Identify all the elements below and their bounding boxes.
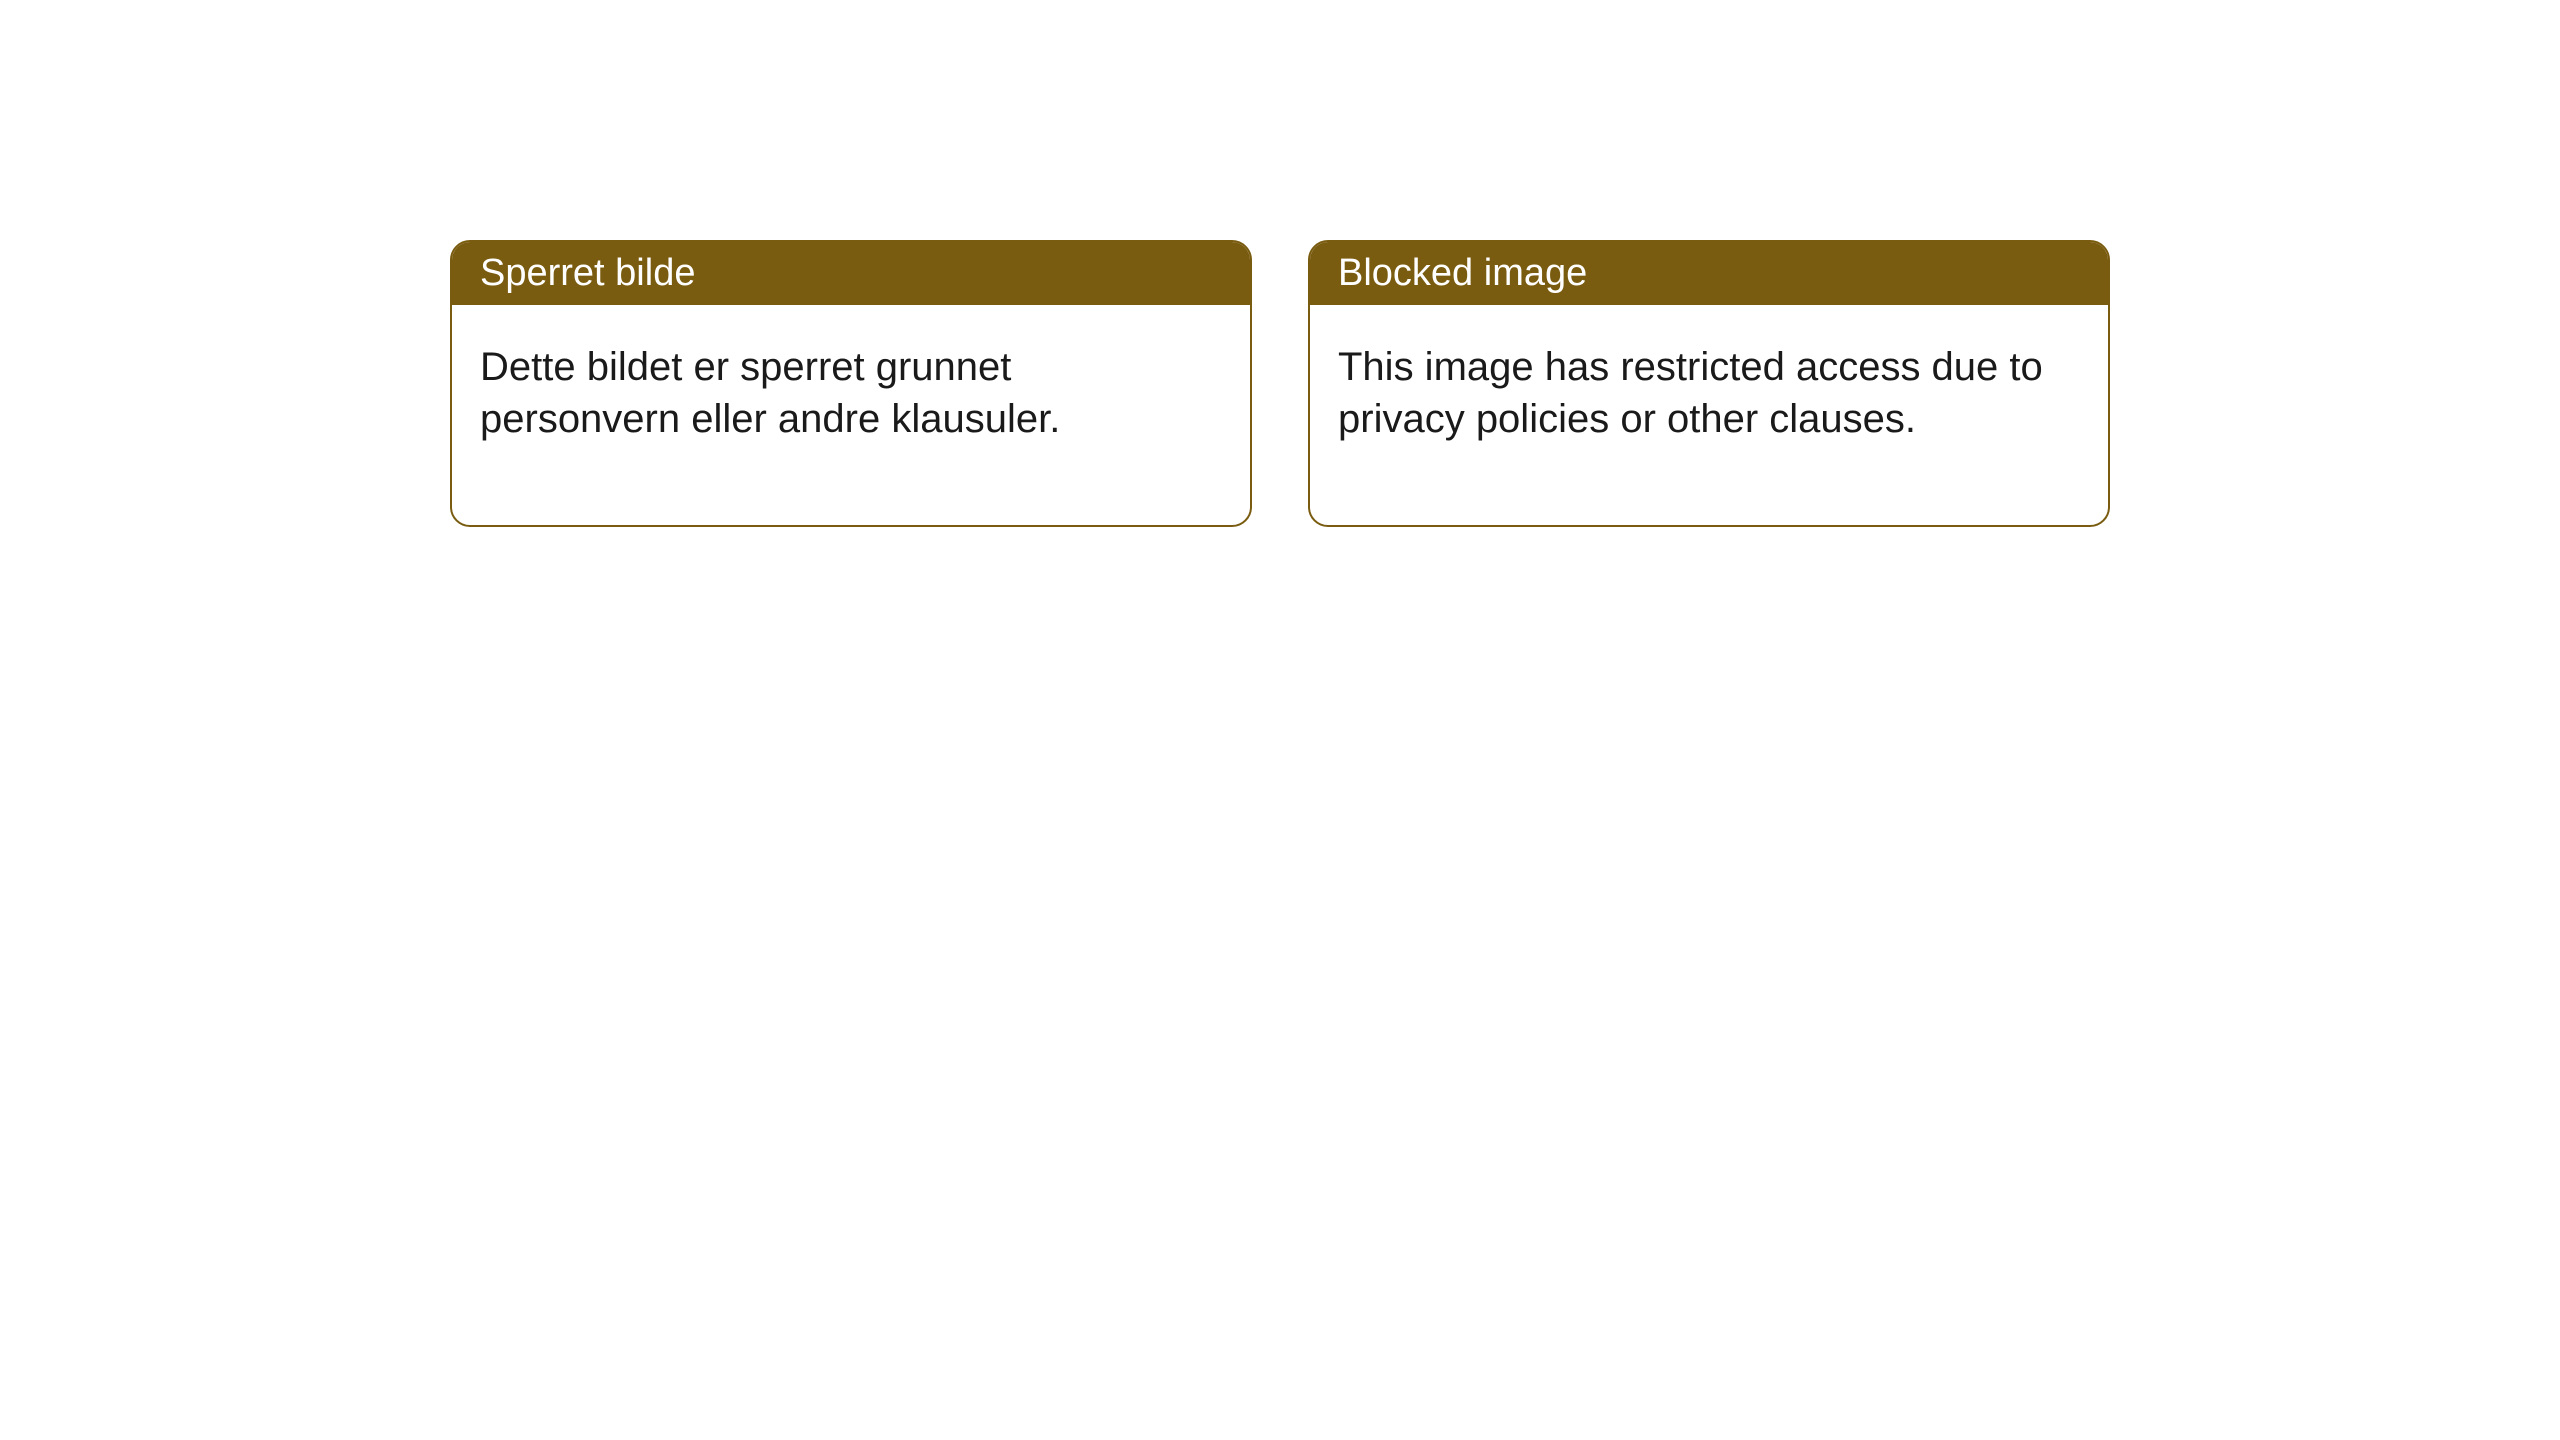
card-title: Blocked image — [1338, 252, 1587, 294]
cards-container: Sperret bilde Dette bildet er sperret gr… — [450, 240, 2110, 527]
card-header: Blocked image — [1310, 242, 2108, 305]
blocked-image-card-nb: Sperret bilde Dette bildet er sperret gr… — [450, 240, 1252, 527]
card-body-text: This image has restricted access due to … — [1338, 345, 2043, 441]
card-body-text: Dette bildet er sperret grunnet personve… — [480, 345, 1060, 441]
card-title: Sperret bilde — [480, 252, 695, 294]
card-body: Dette bildet er sperret grunnet personve… — [452, 305, 1250, 525]
card-body: This image has restricted access due to … — [1310, 305, 2108, 525]
blocked-image-card-en: Blocked image This image has restricted … — [1308, 240, 2110, 527]
card-header: Sperret bilde — [452, 242, 1250, 305]
